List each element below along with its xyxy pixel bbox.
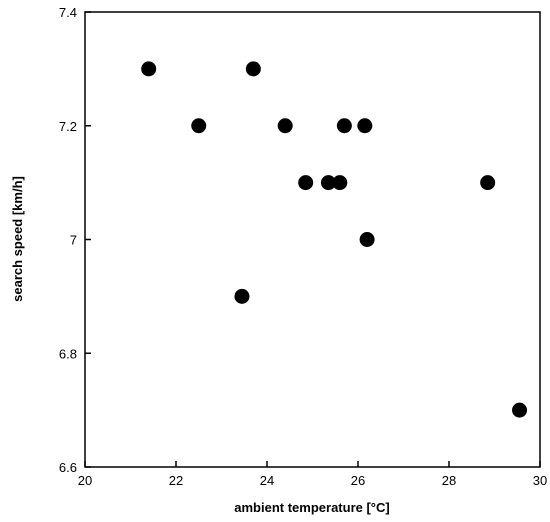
data-point: [359, 232, 375, 247]
data-point: [357, 118, 373, 134]
x-tick-label: 28: [442, 473, 456, 488]
y-tick-label: 7.2: [59, 119, 77, 134]
y-tick-label: 7.4: [59, 5, 77, 20]
y-tick-label: 6.8: [59, 346, 77, 361]
data-point: [480, 175, 496, 191]
data-point: [298, 175, 314, 191]
data-point: [141, 61, 157, 77]
data-point: [320, 175, 336, 191]
data-point: [277, 118, 293, 134]
data-point: [332, 175, 348, 191]
y-axis-title: search speed [km/h]: [10, 176, 25, 302]
x-axis-title: ambient temperature [°C]: [234, 500, 389, 515]
data-points: [141, 61, 528, 418]
data-point: [245, 61, 261, 77]
y-tick-label: 7: [70, 233, 77, 248]
x-tick-label: 24: [260, 473, 274, 488]
data-point: [234, 288, 250, 304]
data-point: [336, 118, 352, 134]
data-point: [512, 402, 528, 418]
x-tick-label: 26: [351, 473, 365, 488]
x-tick-label: 20: [78, 473, 92, 488]
y-axis-ticks: 6.6 6.8 7 7.2 7.4: [59, 5, 91, 475]
x-axis-ticks: 20 22 24 26 28 30: [78, 461, 547, 488]
x-tick-label: 22: [169, 473, 183, 488]
y-tick-label: 6.6: [59, 460, 77, 475]
x-tick-label: 30: [533, 473, 547, 488]
data-point: [191, 118, 207, 134]
plot-frame: [84, 11, 541, 468]
